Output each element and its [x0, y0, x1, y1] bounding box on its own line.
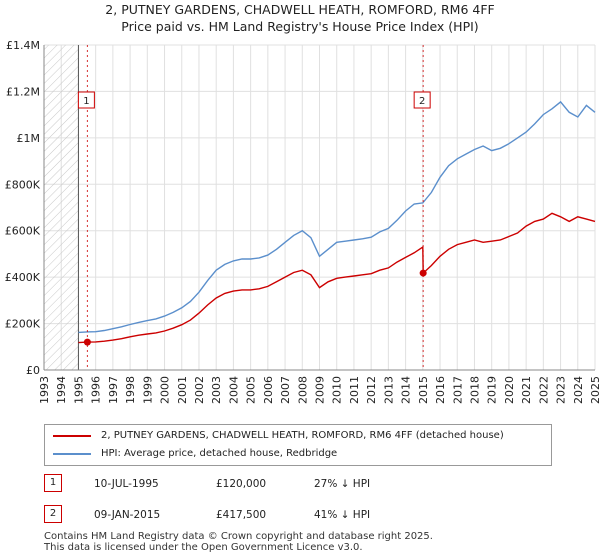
x-tick-label: 2002: [193, 376, 206, 404]
sale-marker-1: 1: [44, 474, 62, 492]
legend-swatch-property: [53, 435, 91, 437]
x-tick-label: 2010: [331, 376, 344, 404]
sale-marker-label: 1: [83, 96, 89, 107]
x-tick-label: 1999: [141, 376, 154, 404]
price-chart: 1 2 £0 £200K £400K £600K £800K £1M £1.2M £1.4M 19…: [5, 39, 600, 404]
sale-point: [419, 269, 427, 277]
x-tick-label: 2001: [176, 376, 189, 404]
x-tick-label: 2008: [296, 376, 309, 404]
hpi-line: [78, 100, 596, 334]
x-tick-label: 2012: [365, 376, 378, 404]
sale-date: 10-JUL-1995: [94, 478, 159, 490]
footer-attribution: Contains HM Land Registry data © Crown c…: [44, 531, 433, 553]
chart-legend: 2, PUTNEY GARDENS, CHADWELL HEATH, ROMFO…: [44, 424, 552, 466]
x-tick-label: 2009: [314, 376, 327, 404]
x-tick-label: 2006: [262, 376, 275, 404]
y-tick-label: £1.2M: [6, 85, 40, 98]
sale-date: 09-JAN-2015: [94, 509, 161, 521]
sale-point: [83, 338, 91, 346]
x-tick-label: 2018: [468, 376, 481, 404]
x-tick-label: 2020: [503, 376, 516, 404]
pre-data-hatch: [44, 45, 79, 370]
sale-price: £120,000: [216, 478, 267, 490]
x-tick-label: 2025: [589, 376, 600, 404]
y-tick-label: £0: [26, 364, 40, 377]
x-tick-label: 2005: [245, 376, 258, 404]
y-tick-label: £1M: [17, 132, 41, 145]
sale-marker-label: 2: [419, 96, 425, 107]
x-tick-label: 2016: [434, 376, 447, 404]
x-tick-label: 2019: [486, 376, 499, 404]
sale-marker-box: [413, 91, 431, 109]
x-tick-label: 2013: [382, 376, 395, 404]
sale-marker-box: [77, 91, 95, 109]
x-tick-label: 1996: [90, 376, 103, 404]
sale-row-2: 2 09-JAN-2015 £417,500 41% ↓ HPI: [44, 505, 544, 525]
chart-title-line1: 2, PUTNEY GARDENS, CHADWELL HEATH, ROMFO…: [105, 2, 495, 17]
property-price-line: [78, 212, 596, 344]
x-tick-label: 2021: [520, 376, 533, 404]
footer-line-1: Contains HM Land Registry data © Crown c…: [44, 531, 433, 542]
sale-price: £417,500: [216, 509, 267, 521]
y-tick-label: £200K: [5, 318, 41, 331]
sale-row-1: 1 10-JUL-1995 £120,000 27% ↓ HPI: [44, 474, 544, 494]
sale-marker-2: 2: [44, 505, 62, 523]
y-tick-label: £800K: [5, 178, 41, 191]
sale-hpi-diff: 27% ↓ HPI: [314, 478, 371, 490]
x-tick-label: 2004: [227, 376, 240, 404]
x-tick-label: 2015: [417, 376, 430, 404]
legend-label-hpi: HPI: Average price, detached house, Redb…: [101, 448, 338, 459]
x-tick-label: 2022: [537, 376, 550, 404]
y-tick-label: £1.4M: [6, 39, 40, 52]
x-tick-label: 2014: [400, 376, 413, 404]
x-tick-label: 2024: [572, 376, 585, 404]
y-tick-label: £400K: [5, 271, 41, 284]
footer-line-2: This data is licensed under the Open Gov…: [44, 542, 363, 553]
legend-label-property: 2, PUTNEY GARDENS, CHADWELL HEATH, ROMFO…: [101, 430, 504, 441]
x-tick-label: 2011: [348, 376, 361, 404]
chart-title-line2: Price paid vs. HM Land Registry's House …: [121, 19, 479, 34]
x-tick-label: 2007: [279, 376, 292, 404]
y-tick-label: £600K: [5, 225, 41, 238]
x-tick-label: 2000: [159, 376, 172, 404]
x-tick-label: 1993: [38, 376, 51, 404]
x-tick-label: 2017: [451, 376, 464, 404]
x-tick-label: 1995: [72, 376, 85, 404]
x-tick-label: 2003: [210, 376, 223, 404]
x-tick-label: 2023: [555, 376, 568, 404]
x-tick-label: 1994: [55, 376, 68, 404]
legend-swatch-hpi: [53, 453, 91, 455]
x-tick-label: 1998: [124, 376, 137, 404]
sale-hpi-diff: 41% ↓ HPI: [314, 509, 371, 521]
x-tick-label: 1997: [107, 376, 120, 404]
